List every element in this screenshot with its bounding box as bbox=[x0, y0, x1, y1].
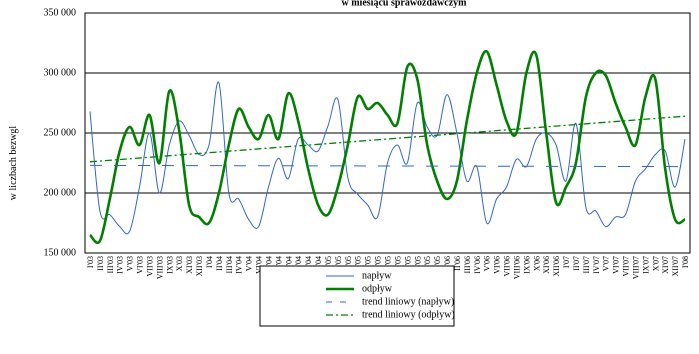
y-tick-label: 300 000 bbox=[44, 67, 77, 78]
x-tick-label: III'05 bbox=[344, 256, 353, 273]
x-tick-label: VI'05 bbox=[374, 256, 383, 274]
x-tick-label: VII'06 bbox=[503, 256, 512, 277]
chart-title: w miesiącu sprawozdawczym bbox=[342, 0, 468, 8]
x-tick-label: X'03 bbox=[175, 256, 184, 271]
x-tick-label: IV'06 bbox=[473, 256, 482, 274]
x-tick-label: VIII'07 bbox=[631, 256, 640, 279]
x-tick-label: IX'03 bbox=[165, 256, 174, 274]
x-tick-label: IV'07 bbox=[592, 256, 601, 274]
x-tick-label: IX'05 bbox=[403, 256, 412, 274]
x-tick-label: X'06 bbox=[532, 256, 541, 271]
x-tick-label: II'07 bbox=[572, 256, 581, 271]
x-tick-label: XI'03 bbox=[185, 256, 194, 274]
x-tick-label: III'06 bbox=[463, 256, 472, 273]
x-tick-label: II'04 bbox=[215, 256, 224, 271]
x-tick-label: I'03 bbox=[86, 256, 95, 268]
x-tick-label: III'07 bbox=[582, 256, 591, 273]
x-tick-label: III'03 bbox=[106, 256, 115, 273]
legend: napływ odpływ trend liniowy (napływ) trend … bbox=[259, 265, 455, 327]
x-tick-label: VI'07 bbox=[612, 256, 621, 274]
y-tick-label: 350 000 bbox=[44, 7, 77, 18]
x-tick-label: V'06 bbox=[483, 256, 492, 271]
plot-area bbox=[84, 12, 691, 254]
x-tick-label: X'07 bbox=[651, 256, 660, 271]
x-tick-label: IV'03 bbox=[116, 256, 125, 274]
legend-label-inflow-trend: trend liniowy (napływ) bbox=[362, 296, 454, 307]
x-tick-label: V'04 bbox=[245, 256, 254, 271]
x-tick-label: IX'07 bbox=[641, 256, 650, 274]
x-tick-label: XI'05 bbox=[423, 256, 432, 274]
x-tick-label: IV'04 bbox=[235, 256, 244, 274]
series-inflow-trend-line bbox=[89, 164, 686, 168]
x-tick-label: IV'05 bbox=[354, 256, 363, 274]
x-tick-label: VII'07 bbox=[622, 256, 631, 277]
x-tick-label: IX'04 bbox=[284, 256, 293, 274]
y-axis-ticks: 150 000 200 000 250 000 300 000 350 000 bbox=[44, 7, 77, 258]
x-tick-label: I'08 bbox=[681, 256, 690, 268]
x-tick-label: X'05 bbox=[413, 256, 422, 271]
series-inflow-line bbox=[89, 81, 686, 235]
x-tick-label: XII'07 bbox=[671, 256, 680, 277]
legend-label-outflow-trend: trend liniowy (odpływ) bbox=[362, 309, 455, 320]
x-tick-label: XII'06 bbox=[552, 256, 561, 277]
x-tick-label: VIII'06 bbox=[512, 256, 521, 279]
series-outflow-line bbox=[89, 49, 686, 245]
legend-box bbox=[259, 265, 455, 327]
x-tick-label: II'03 bbox=[96, 256, 105, 271]
x-tick-label: XI'04 bbox=[304, 256, 313, 274]
x-tick-label: X'04 bbox=[294, 256, 303, 271]
x-tick-label: I'06 bbox=[443, 256, 452, 268]
y-tick-label: 200 000 bbox=[44, 187, 77, 198]
x-tick-label: II'06 bbox=[453, 256, 462, 271]
x-axis-ticks: I'03 II'03 III'03 IV'03 V'03 VI'03 VII'03 VIII'… bbox=[86, 256, 690, 279]
y-tick-label: 250 000 bbox=[44, 127, 77, 138]
y-axis-title: w liczbach bezwgl bbox=[8, 126, 19, 201]
x-tick-label: VI'03 bbox=[136, 256, 145, 274]
x-tick-label: II'05 bbox=[334, 256, 343, 271]
y-tick-label: 150 000 bbox=[44, 247, 77, 258]
series-outflow-trend-line bbox=[89, 115, 686, 163]
x-tick-label: I'04 bbox=[205, 256, 214, 268]
x-tick-label: XII'03 bbox=[195, 256, 204, 277]
x-tick-label: IX'06 bbox=[522, 256, 531, 274]
legend-label-outflow: odpływ bbox=[362, 283, 393, 294]
x-tick-label: XI'06 bbox=[542, 256, 551, 274]
x-tick-label: III'04 bbox=[225, 256, 234, 273]
x-tick-label: I'05 bbox=[324, 256, 333, 268]
x-tick-label: V'07 bbox=[602, 256, 611, 271]
x-tick-label: V'05 bbox=[364, 256, 373, 271]
x-tick-label: VII'03 bbox=[145, 256, 154, 277]
x-tick-label: XI'07 bbox=[661, 256, 670, 274]
x-tick-label: VI'06 bbox=[493, 256, 502, 274]
legend-label-inflow: napływ bbox=[362, 270, 392, 281]
x-tick-label: I'07 bbox=[562, 256, 571, 268]
x-tick-label: VIII'03 bbox=[155, 256, 164, 279]
plot-lines bbox=[89, 49, 686, 245]
x-tick-label: VI'04 bbox=[255, 256, 264, 274]
x-tick-label: V'03 bbox=[126, 256, 135, 271]
